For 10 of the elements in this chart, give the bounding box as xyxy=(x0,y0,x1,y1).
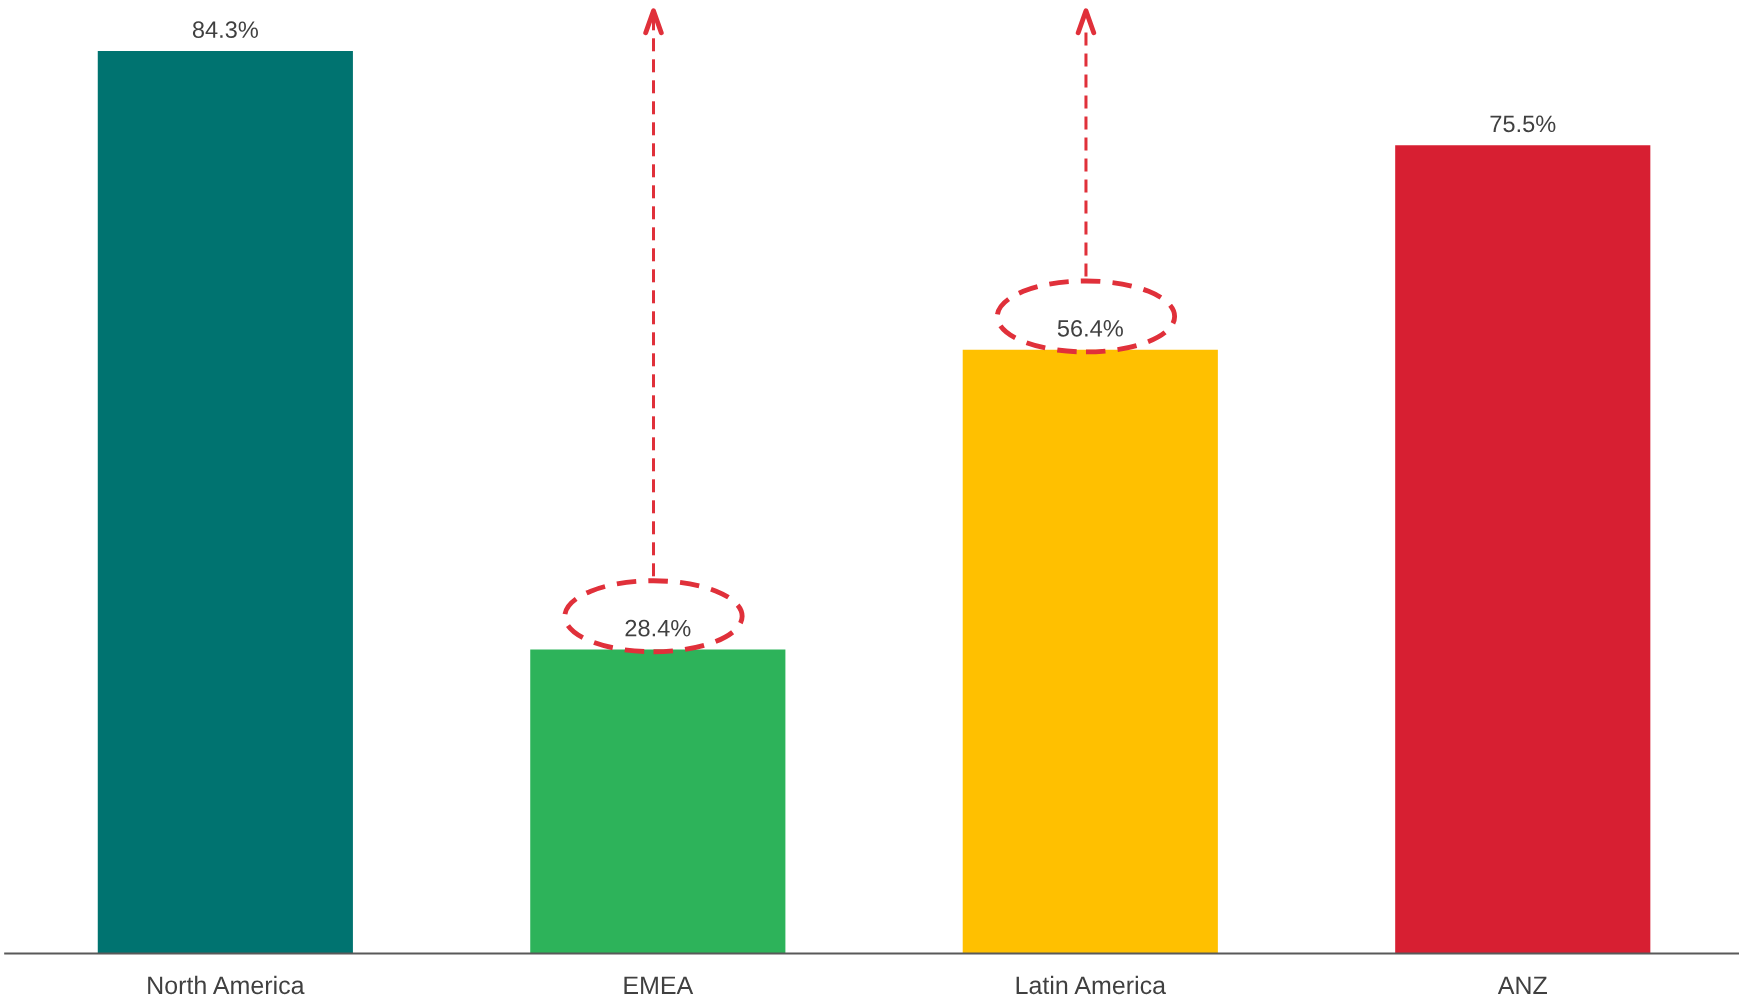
data-label: 84.3% xyxy=(192,21,258,38)
data-label: 56.4% xyxy=(1057,319,1123,337)
x-tick-label: ANZ xyxy=(1497,976,1547,994)
bar xyxy=(1395,145,1651,954)
x-tick-label: North America xyxy=(148,975,305,995)
data-label: 75.5% xyxy=(1490,115,1556,133)
bar xyxy=(97,51,353,954)
x-tick-label: EMEA xyxy=(624,976,694,994)
data-label: 28.4% xyxy=(625,619,691,637)
x-tick-label: Latin America xyxy=(1016,975,1167,995)
